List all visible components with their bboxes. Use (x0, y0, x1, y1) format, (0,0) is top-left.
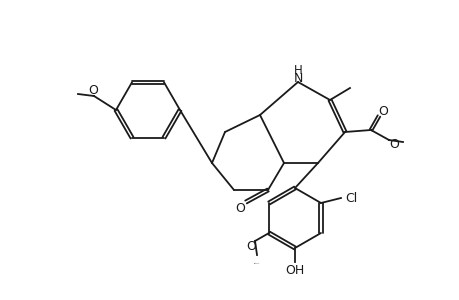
Text: O: O (246, 239, 255, 253)
Text: O: O (377, 104, 387, 118)
Text: O: O (388, 137, 398, 151)
Text: OH: OH (285, 263, 304, 277)
Text: Cl: Cl (344, 191, 356, 205)
Text: O: O (235, 202, 244, 214)
Text: H: H (293, 64, 302, 76)
Text: O: O (88, 83, 98, 97)
Text: methoxy: methoxy (253, 262, 260, 264)
Text: N: N (293, 71, 302, 85)
